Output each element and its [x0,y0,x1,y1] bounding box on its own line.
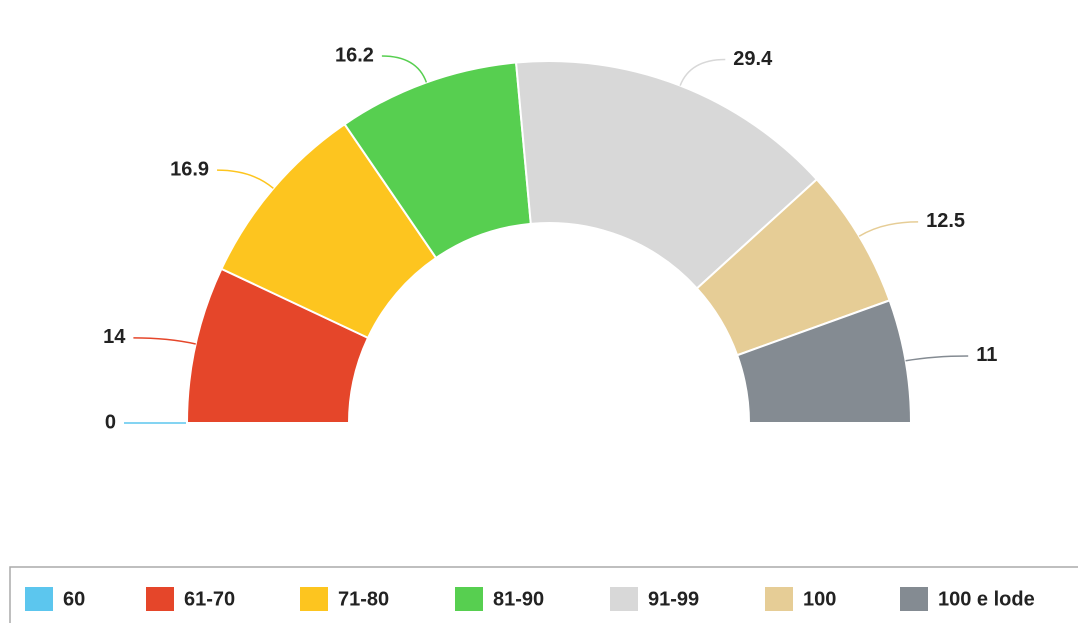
data-label: 16.2 [335,44,374,66]
data-label: 16.9 [170,158,209,180]
connector [381,55,428,83]
data-label: 11 [976,344,997,366]
connector [858,221,919,237]
data-label: 0 [105,411,116,433]
connector [217,169,274,189]
connector [133,337,196,345]
legend-label: 81-90 [493,588,544,610]
legend-swatch [610,587,638,611]
legend-swatch [146,587,174,611]
legend-label: 100 e lode [938,588,1035,610]
connector [905,355,969,362]
slice [735,299,913,424]
legend-label: 100 [803,588,836,610]
data-label: 12.5 [926,210,965,232]
legend-label: 61-70 [184,588,235,610]
legend-label: 60 [63,588,85,610]
legend-swatch [300,587,328,611]
legend-swatch [765,587,793,611]
legend-swatch [455,587,483,611]
slice [514,60,819,290]
connector [679,58,726,86]
legend-swatch [25,587,53,611]
legend-swatch [900,587,928,611]
legend-label: 71-80 [338,588,389,610]
data-label: 14 [103,326,126,348]
legend-label: 91-99 [648,588,699,610]
data-label: 29.4 [733,48,773,70]
